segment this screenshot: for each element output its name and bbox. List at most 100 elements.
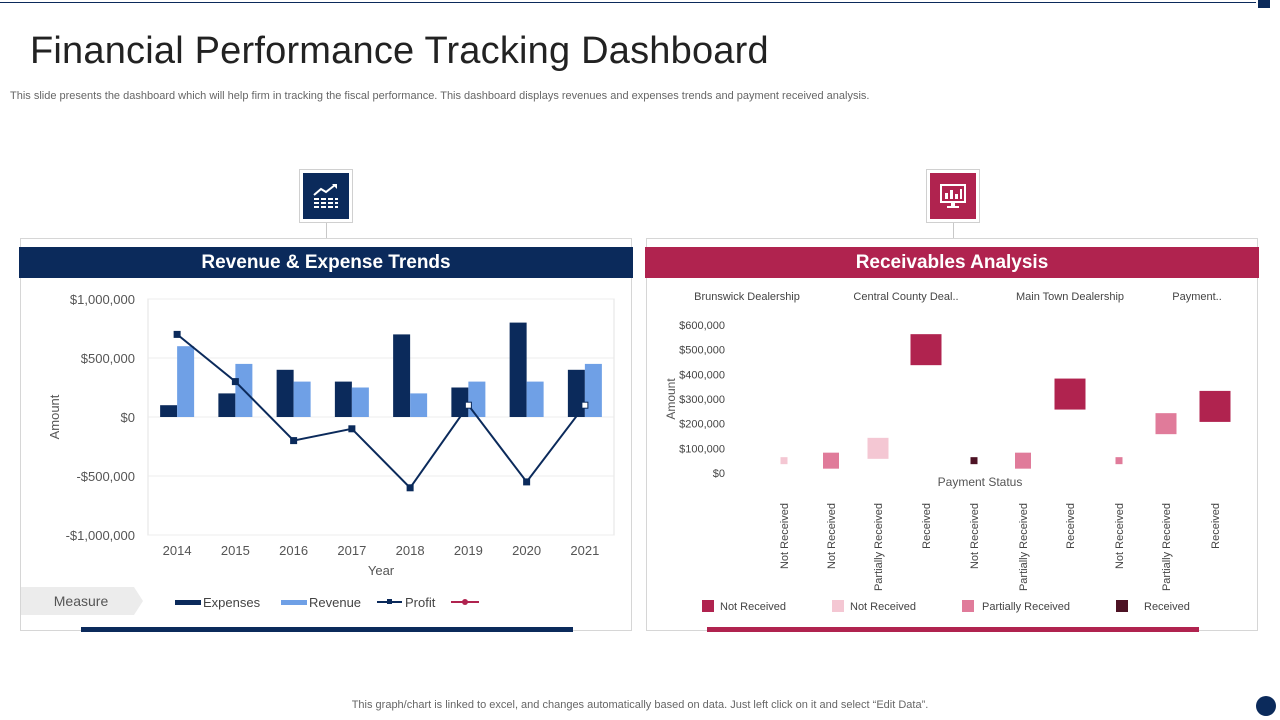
x-category-label: Not Received (969, 503, 981, 569)
right-panel-foot-bar (707, 627, 1199, 632)
monitor-chart-icon (930, 173, 976, 219)
receivable-point[interactable] (1115, 457, 1123, 465)
footer-note: This graph/chart is linked to excel, and… (351, 699, 929, 711)
x-tick-label: 2016 (279, 543, 308, 558)
receivables-header: Receivables Analysis (645, 247, 1259, 278)
bar-expenses[interactable] (509, 322, 527, 417)
legend-not-received-swatch (702, 600, 714, 612)
corner-dot (1256, 696, 1276, 716)
receivables-chart[interactable]: Brunswick Dealership Central County Deal… (647, 279, 1259, 639)
bar-revenue[interactable] (410, 393, 428, 417)
bar-revenue[interactable] (526, 381, 544, 417)
x-tick-label: 2014 (163, 543, 192, 558)
profit-point[interactable] (406, 484, 414, 492)
legend-partially-received-swatch (962, 600, 974, 612)
y-tick-label: $500,000 (679, 345, 725, 357)
x-tick-label: 2020 (512, 543, 541, 558)
y-tick-label: $500,000 (81, 351, 135, 366)
bar-revenue[interactable] (351, 387, 369, 418)
legend-partially-received-label: Partially Received (982, 601, 1070, 613)
y-axis-title: Amount (664, 378, 678, 420)
group-label: Brunswick Dealership (694, 291, 800, 303)
bar-expenses[interactable] (567, 369, 585, 417)
legend-not-received-light-swatch (832, 600, 844, 612)
x-axis-title: Year (368, 563, 395, 578)
profit-point[interactable] (581, 401, 589, 409)
page-subtitle: This slide presents the dashboard which … (10, 90, 870, 102)
left-icon-box (299, 169, 353, 223)
receivable-point[interactable] (970, 457, 978, 465)
x-category-label: Not Received (1114, 503, 1126, 569)
receivable-point[interactable] (1199, 390, 1231, 422)
bar-expenses[interactable] (218, 393, 236, 417)
bar-revenue[interactable] (293, 381, 311, 417)
y-tick-label: -$500,000 (76, 469, 135, 484)
measure-label: Measure (54, 593, 109, 609)
legend-not-received-label: Not Received (720, 601, 786, 613)
receivable-point[interactable] (910, 334, 942, 366)
bar-expenses[interactable] (393, 334, 411, 417)
receivable-point[interactable] (1054, 378, 1086, 410)
legend-revenue-swatch (281, 600, 307, 605)
revenue-expense-panel: Revenue & Expense Trends $1,000,000 $500,… (19, 238, 633, 632)
growth-chart-icon (303, 173, 349, 219)
top-corner-marker (1258, 0, 1270, 8)
y-tick-label: $300,000 (679, 394, 725, 406)
left-panel-foot-bar (81, 627, 573, 632)
receivable-point[interactable] (780, 457, 788, 465)
page-title: Financial Performance Tracking Dashboard (30, 30, 769, 72)
bar-expenses[interactable] (160, 405, 178, 417)
group-label: Central County Deal.. (853, 291, 958, 303)
x-tick-label: 2019 (454, 543, 483, 558)
x-category-label: Not Received (779, 503, 791, 569)
group-label: Main Town Dealership (1016, 291, 1124, 303)
revenue-expense-header: Revenue & Expense Trends (19, 247, 633, 278)
bar-revenue[interactable] (584, 363, 602, 417)
legend-revenue-label: Revenue (309, 595, 361, 610)
x-tick-label: 2015 (221, 543, 250, 558)
legend-expenses-label: Expenses (203, 595, 261, 610)
x-category-label: Received (1210, 503, 1222, 549)
x-category-label: Not Received (826, 503, 838, 569)
profit-point[interactable] (348, 425, 356, 433)
profit-point[interactable] (231, 378, 239, 386)
x-category-label: Partially Received (1018, 503, 1030, 591)
y-tick-label: $0 (121, 410, 135, 425)
profit-point[interactable] (290, 437, 298, 445)
top-rule (0, 2, 1256, 3)
bar-expenses[interactable] (334, 381, 352, 417)
y-tick-label: $200,000 (679, 419, 725, 431)
bar-revenue[interactable] (468, 381, 486, 417)
x-tick-label: 2017 (337, 543, 366, 558)
y-tick-label: $100,000 (679, 443, 725, 455)
y-tick-label: $600,000 (679, 320, 725, 332)
revenue-expense-chart[interactable]: $1,000,000 $500,000 $0 -$500,000 -$1,000,000… (21, 279, 633, 639)
x-axis-title: Payment Status (938, 475, 1023, 489)
legend-received-label: Received (1144, 601, 1190, 613)
x-category-label: Received (921, 503, 933, 549)
profit-point[interactable] (173, 330, 181, 338)
group-label: Payment.. (1172, 291, 1222, 303)
bar-revenue[interactable] (177, 346, 195, 417)
receivable-point[interactable] (867, 437, 889, 459)
profit-point[interactable] (464, 401, 472, 409)
receivable-point[interactable] (1155, 413, 1177, 435)
legend-received-swatch (1116, 600, 1128, 612)
receivables-panel: Receivables Analysis Brunswick Dealershi… (645, 238, 1259, 632)
profit-point[interactable] (523, 478, 531, 486)
receivable-point[interactable] (823, 452, 839, 469)
measure-chip (21, 587, 143, 615)
left-connector (326, 223, 327, 239)
y-tick-label: -$1,000,000 (66, 528, 135, 543)
x-category-label: Partially Received (1161, 503, 1173, 591)
profit-line[interactable] (176, 333, 586, 490)
bar-expenses[interactable] (276, 369, 294, 417)
receivable-point[interactable] (1015, 452, 1031, 469)
right-icon-box (926, 169, 980, 223)
legend-extra-marker (462, 599, 468, 605)
x-category-label: Received (1065, 503, 1077, 549)
legend-expenses-swatch (175, 600, 201, 605)
y-tick-label: $0 (713, 468, 725, 480)
x-category-label: Partially Received (873, 503, 885, 591)
legend-profit-label: Profit (405, 595, 436, 610)
